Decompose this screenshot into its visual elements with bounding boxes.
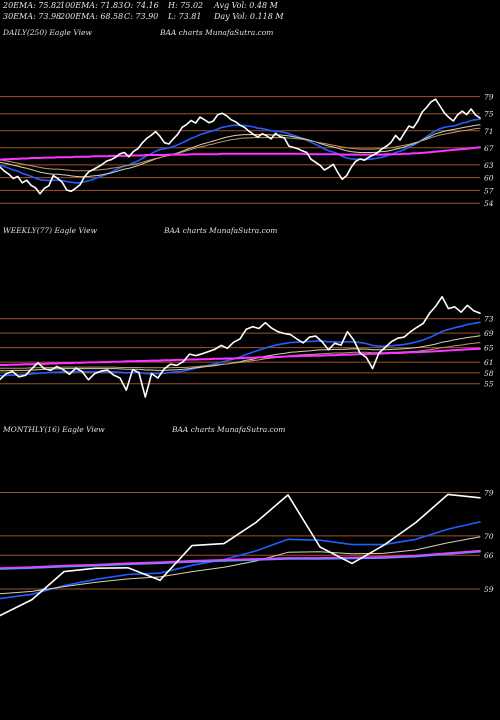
header-ema100: 100EMA: 71.83 (60, 1, 124, 10)
daily-y-tick-71: 71 (484, 127, 494, 136)
weekly-watermark: BAA charts MunafaSutra.com (164, 226, 278, 235)
weekly-y-tick-73: 73 (484, 315, 494, 324)
daily-y-tick-75: 75 (484, 110, 494, 119)
weekly-y-tick-58: 58 (484, 369, 494, 378)
daily-y-tick-57: 57 (484, 186, 494, 195)
monthly-series-ema-long2 (0, 551, 481, 570)
daily-series-ema-slow-a (0, 124, 481, 178)
header-avgvol: Avg Vol: 0.48 M (214, 1, 278, 10)
daily-y-tick-67: 67 (484, 144, 494, 153)
daily-series-ema-long (0, 146, 481, 161)
weekly-series-ema-long (0, 347, 481, 366)
monthly-series-ema-long (0, 549, 481, 570)
header-open: O: 74.16 (124, 1, 159, 10)
weekly-panel-label: WEEKLY(77) Eagle View (3, 226, 98, 235)
header-ema200: 200EMA: 68.58 (60, 12, 124, 21)
monthly-series-ema-slow-a (0, 536, 481, 595)
monthly-y-tick-70: 70 (484, 532, 494, 541)
monthly-y-tick-59: 59 (484, 585, 494, 594)
daily-watermark: BAA charts MunafaSutra.com (160, 28, 274, 37)
monthly-y-tick-66: 66 (484, 551, 494, 560)
weekly-y-tick-55: 55 (484, 380, 494, 389)
header-ema20: 20EMA: 75.82 (3, 1, 62, 10)
daily-y-tick-63: 63 (484, 161, 494, 170)
weekly-y-tick-69: 69 (484, 329, 494, 338)
monthly-series-price (0, 493, 481, 617)
weekly-y-tick-65: 65 (484, 344, 494, 353)
header-dayvol: Day Vol: 0.118 M (214, 12, 284, 21)
weekly-series-ema-slow-b (0, 342, 481, 369)
daily-series-price (0, 98, 481, 195)
monthly-watermark: BAA charts MunafaSutra.com (172, 425, 286, 434)
monthly-series-ema-fast (0, 521, 481, 600)
weekly-series-ema-slow-a (0, 335, 481, 372)
monthly-panel-label: MONTHLY(16) Eagle View (3, 425, 105, 434)
weekly-series-ema-fast (0, 321, 481, 377)
monthly-y-tick-79: 79 (484, 488, 494, 497)
weekly-y-tick-61: 61 (484, 358, 494, 367)
daily-series-ema-slow-b (0, 127, 481, 172)
header-close: C: 73.90 (124, 12, 159, 21)
daily-y-tick-60: 60 (484, 174, 494, 183)
daily-y-tick-79: 79 (484, 93, 494, 102)
header-ema30: 30EMA: 73.98 (3, 12, 62, 21)
header-high: H: 75.02 (168, 1, 204, 10)
daily-panel-label: DAILY(250) Eagle View (3, 28, 92, 37)
weekly-series-price (0, 295, 481, 398)
header-low: L: 73.81 (168, 12, 202, 21)
daily-y-tick-54: 54 (484, 199, 494, 208)
